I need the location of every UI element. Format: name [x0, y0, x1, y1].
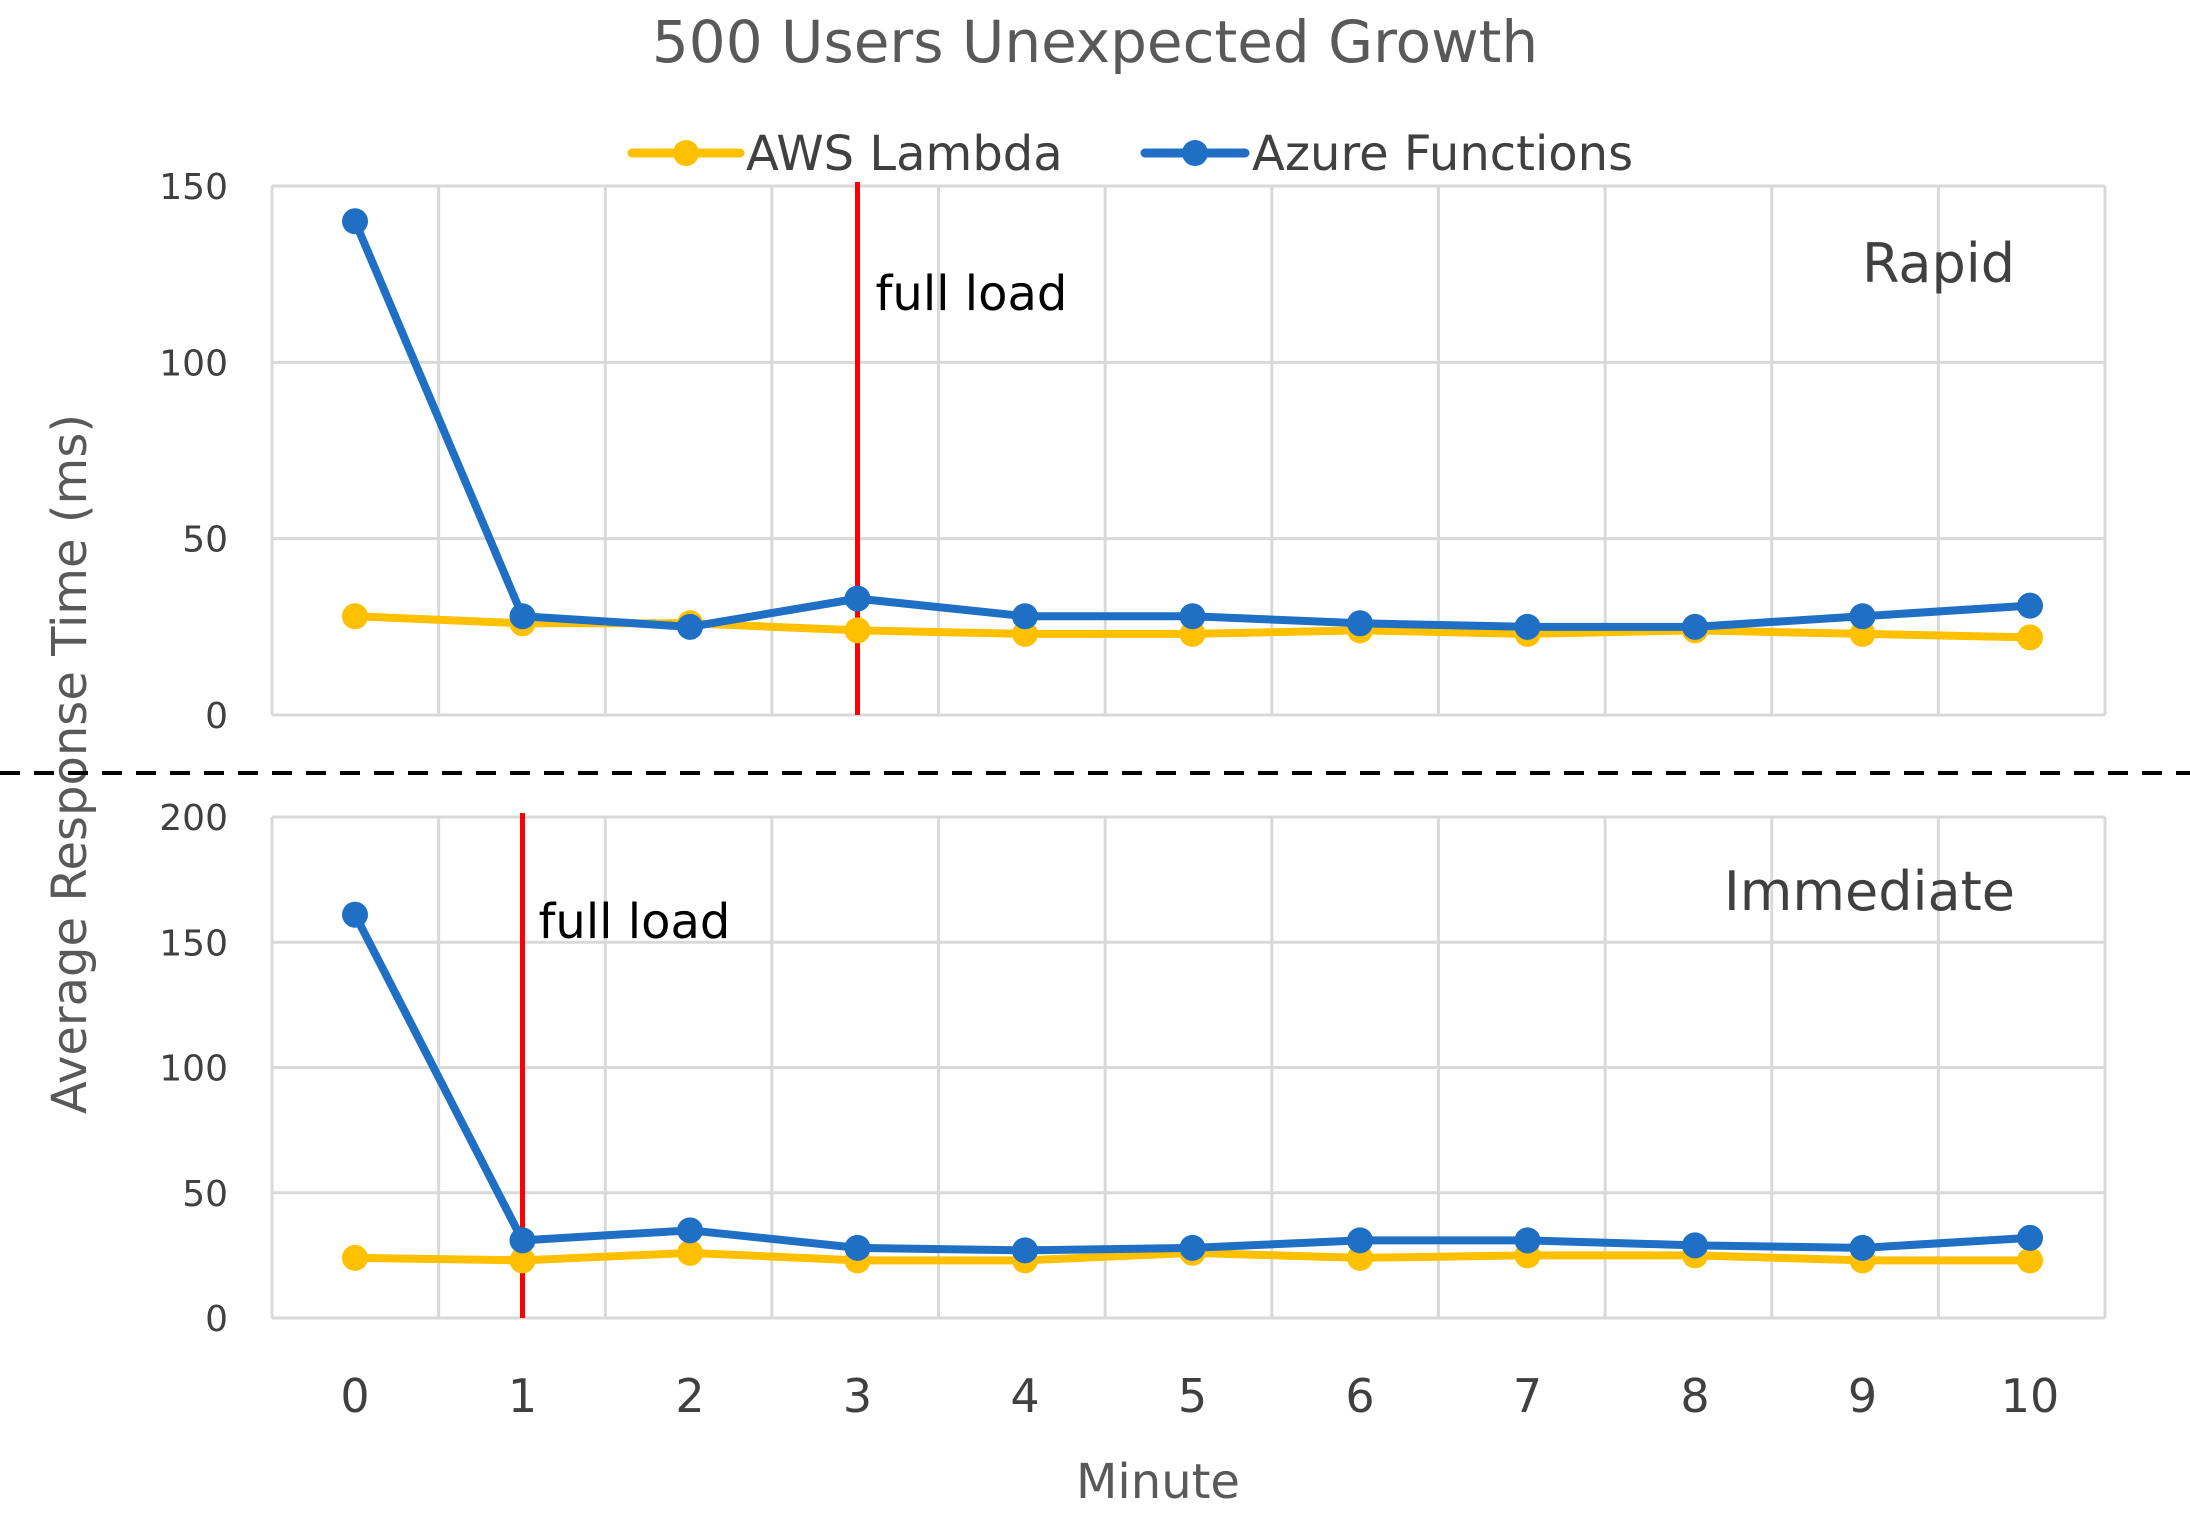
immediate-azure-point — [1682, 1232, 1708, 1259]
legend-azure-marker — [1182, 140, 1208, 166]
immediate-aws-point — [2017, 1247, 2043, 1274]
immediate-azure-point — [677, 1217, 703, 1244]
rapid-azure-point — [342, 208, 368, 235]
rapid-aws-point — [2017, 624, 2043, 651]
legend-azure-label: Azure Functions — [1252, 126, 1633, 182]
rapid-panel-label: Rapid — [1862, 232, 2015, 295]
rapid-y-tick-label: 0 — [205, 696, 228, 737]
legend-item-aws: AWS Lambda — [627, 126, 1063, 182]
immediate-azure-point — [844, 1234, 871, 1261]
immediate-azure-point — [2017, 1224, 2043, 1251]
rapid-aws-point — [844, 617, 871, 644]
x-tick-label: 4 — [1010, 1369, 1039, 1423]
rapid-azure-point — [1514, 613, 1541, 640]
immediate-y-tick-label: 100 — [159, 1049, 228, 1090]
panel-immediate: 0 50 100 150 200 Immediate full load — [159, 798, 2107, 1340]
x-tick-label: 10 — [2001, 1369, 2060, 1423]
x-axis-title: Minute — [1076, 1454, 1240, 1510]
rapid-aws-point — [342, 603, 368, 630]
x-tick-label: 7 — [1513, 1369, 1542, 1423]
immediate-aws-point — [677, 1239, 703, 1266]
x-tick-label: 6 — [1345, 1369, 1374, 1423]
legend-aws-label: AWS Lambda — [746, 126, 1063, 182]
immediate-azure-point — [1347, 1227, 1373, 1254]
x-tick-label: 5 — [1178, 1369, 1207, 1423]
immediate-azure-point — [509, 1227, 536, 1254]
immediate-azure-point — [1849, 1234, 1876, 1261]
immediate-azure-point — [342, 901, 368, 928]
immediate-azure-point — [1514, 1227, 1541, 1254]
rapid-azure-point — [1179, 603, 1206, 630]
immediate-y-tick-label: 200 — [159, 798, 228, 839]
rapid-azure-point — [844, 585, 871, 612]
legend-aws-marker — [673, 140, 699, 166]
chart-title: 500 Users Unexpected Growth — [652, 8, 1538, 76]
immediate-full-load-label: full load — [539, 894, 731, 950]
immediate-y-tick-label: 150 — [159, 923, 228, 964]
x-tick-label: 1 — [508, 1369, 537, 1423]
x-tick-label: 0 — [340, 1369, 369, 1423]
rapid-azure-point — [2017, 592, 2043, 619]
rapid-azure-point — [1012, 603, 1038, 630]
rapid-azure-point — [1682, 613, 1708, 640]
immediate-azure-point — [1012, 1237, 1038, 1264]
panel-rapid: 0 50 100 150 Rapid full load — [159, 167, 2107, 737]
rapid-full-load-label: full load — [876, 266, 1068, 322]
x-tick-label: 2 — [675, 1369, 704, 1423]
x-tick-label: 8 — [1680, 1369, 1709, 1423]
immediate-azure-point — [1179, 1234, 1206, 1261]
immediate-aws-point — [342, 1244, 368, 1271]
x-tick-label: 9 — [1848, 1369, 1877, 1423]
rapid-azure-point — [509, 603, 536, 630]
immediate-y-tick-label: 0 — [205, 1299, 228, 1340]
x-tick-label: 3 — [843, 1369, 872, 1423]
immediate-y-tick-label: 50 — [182, 1174, 228, 1215]
rapid-azure-point — [677, 613, 703, 640]
legend: AWS Lambda Azure Functions — [627, 126, 1633, 182]
rapid-azure-point — [1347, 610, 1373, 637]
immediate-panel-label: Immediate — [1724, 860, 2015, 923]
rapid-azure-point — [1849, 603, 1876, 630]
y-axis-title: Average Response Time (ms) — [42, 414, 98, 1114]
rapid-y-tick-label: 50 — [182, 520, 228, 561]
rapid-y-tick-label: 150 — [159, 167, 228, 208]
x-axis-ticks: 0 1 2 3 4 5 6 7 8 9 10 — [340, 1369, 2059, 1423]
rapid-y-tick-label: 100 — [159, 343, 228, 384]
immediate-aws-point — [509, 1247, 536, 1274]
legend-item-azure: Azure Functions — [1140, 126, 1633, 182]
